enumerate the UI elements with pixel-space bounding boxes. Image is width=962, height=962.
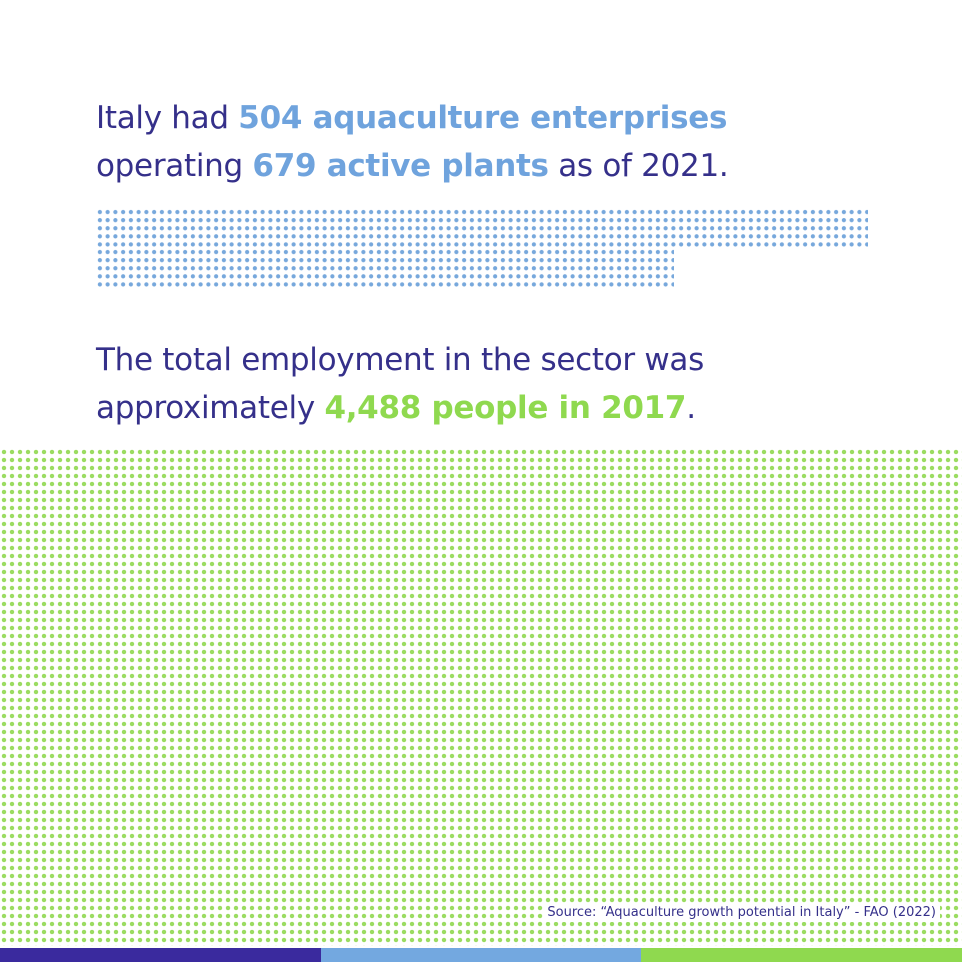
source: Source: “Aquaculture growth potential in…	[543, 903, 940, 922]
dot-pattern	[0, 448, 962, 946]
color-bar	[321, 948, 641, 962]
highlight: 679 active plants	[252, 148, 549, 184]
text: .	[686, 390, 696, 426]
text: Italy had	[96, 100, 229, 136]
highlight: 504 aquaculture enterprises	[238, 100, 728, 136]
highlight: 4,488 people in 2017	[324, 390, 687, 426]
text: operating	[96, 148, 243, 184]
statement: The total employment in the sector was a…	[96, 336, 704, 432]
dot-pattern	[96, 208, 868, 248]
statement: Italy had 504 aquaculture enterprises op…	[96, 94, 729, 190]
dot-pattern	[96, 248, 674, 288]
text: approximately	[96, 390, 315, 426]
text: as of 2021.	[558, 148, 729, 184]
color-bar	[0, 948, 321, 962]
color-bar	[641, 948, 962, 962]
text: The total employment in the sector was	[96, 342, 704, 378]
